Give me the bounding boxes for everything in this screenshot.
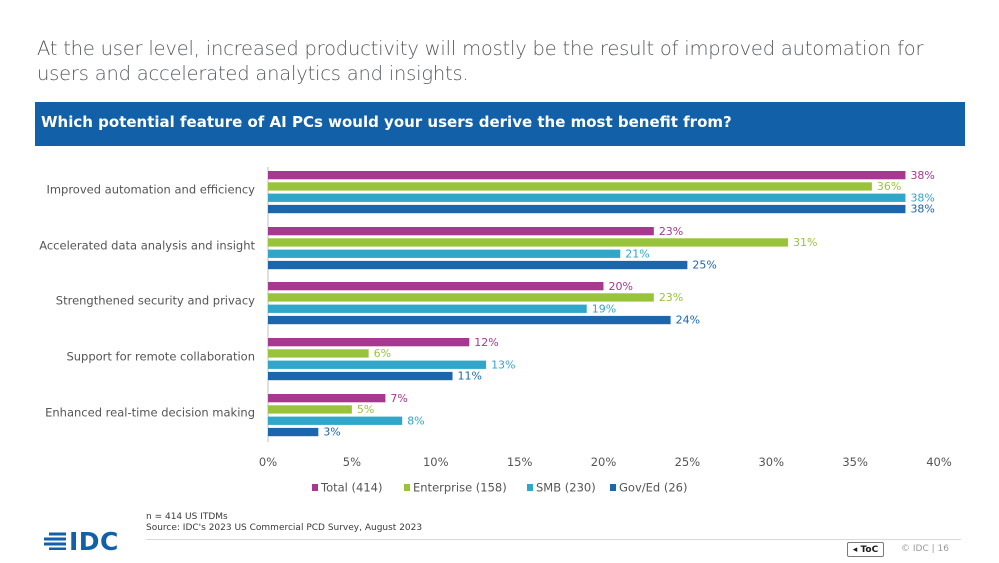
bar xyxy=(268,238,789,247)
data-label: 7% xyxy=(390,392,407,405)
data-label: 13% xyxy=(491,358,515,371)
data-label: 3% xyxy=(323,426,340,439)
legend-label: Gov/Ed (26) xyxy=(619,481,687,495)
bar xyxy=(268,204,906,214)
bar xyxy=(268,405,352,414)
x-tick-label: 40% xyxy=(926,455,952,469)
idc-logo: IDC xyxy=(40,526,119,556)
data-label: 36% xyxy=(877,180,901,193)
x-tick-label: 30% xyxy=(758,455,784,469)
x-tick-label: 10% xyxy=(423,455,449,469)
bar xyxy=(268,315,671,325)
toc-button[interactable]: ◂ ToC xyxy=(847,542,884,557)
x-tick-label: 5% xyxy=(343,455,361,469)
chart-title: Which potential feature of AI PCs would … xyxy=(41,113,732,131)
bar xyxy=(268,349,369,358)
bar xyxy=(268,293,654,302)
data-label: 23% xyxy=(659,225,683,238)
data-label: 20% xyxy=(609,280,633,293)
data-label: 8% xyxy=(407,414,424,427)
copyright-text: © IDC | xyxy=(901,544,935,554)
legend-label: Total (414) xyxy=(320,481,382,495)
legend-label: SMB (230) xyxy=(536,481,596,495)
bar xyxy=(268,394,386,403)
bar xyxy=(268,171,906,180)
question-banner: Which potential feature of AI PCs would … xyxy=(35,102,965,146)
category-label: Strengthened security and privacy xyxy=(56,294,255,308)
bar xyxy=(268,260,688,270)
legend-swatch xyxy=(312,484,318,491)
bar xyxy=(268,227,654,236)
legend-swatch xyxy=(404,484,410,491)
data-label: 12% xyxy=(474,336,498,349)
logo-text: IDC xyxy=(69,526,119,556)
footer-divider xyxy=(146,539,961,540)
bar xyxy=(268,249,621,258)
headline: At the user level, increased productivit… xyxy=(37,37,924,85)
bar xyxy=(268,304,587,313)
bar xyxy=(268,282,604,291)
category-label: Improved automation and efficiency xyxy=(46,183,255,197)
data-label: 6% xyxy=(374,347,391,360)
sample-size: n = 414 US ITDMs xyxy=(146,512,228,522)
page-number: 16 xyxy=(937,544,949,554)
source-citation: Source: IDC's 2023 US Commercial PCD Sur… xyxy=(146,523,423,533)
footer-meta: © IDC | 16 xyxy=(901,544,949,554)
data-label: 19% xyxy=(592,302,616,315)
data-label: 31% xyxy=(793,236,817,249)
bar xyxy=(268,427,319,437)
data-label: 25% xyxy=(692,259,716,272)
data-label: 24% xyxy=(676,314,700,327)
data-label: 23% xyxy=(659,291,683,304)
x-tick-label: 20% xyxy=(591,455,617,469)
data-label: 38% xyxy=(910,169,934,182)
category-label: Accelerated data analysis and insight xyxy=(39,239,255,253)
bar xyxy=(268,193,906,202)
x-tick-label: 15% xyxy=(507,455,533,469)
x-tick-label: 0% xyxy=(259,455,277,469)
legend-swatch xyxy=(527,484,533,491)
legend-label: Enterprise (158) xyxy=(413,481,507,495)
idc-logo-icon xyxy=(44,532,66,550)
bar xyxy=(268,416,403,425)
source-note: n = 414 US ITDMs Source: IDC's 2023 US C… xyxy=(146,512,422,534)
bar xyxy=(268,338,470,347)
bar xyxy=(268,371,453,381)
data-label: 5% xyxy=(357,403,374,416)
category-label: Support for remote collaboration xyxy=(66,350,255,364)
data-label: 38% xyxy=(910,203,934,216)
bar xyxy=(268,360,487,369)
toc-label: ToC xyxy=(860,545,879,555)
legend-swatch xyxy=(610,484,616,491)
data-label: 11% xyxy=(458,370,482,383)
bar xyxy=(268,182,872,191)
back-arrow-icon: ◂ xyxy=(852,545,858,555)
data-label: 38% xyxy=(910,191,934,204)
x-tick-label: 25% xyxy=(675,455,701,469)
data-label: 21% xyxy=(625,247,649,260)
x-tick-label: 35% xyxy=(842,455,868,469)
category-label: Enhanced real-time decision making xyxy=(45,406,255,420)
